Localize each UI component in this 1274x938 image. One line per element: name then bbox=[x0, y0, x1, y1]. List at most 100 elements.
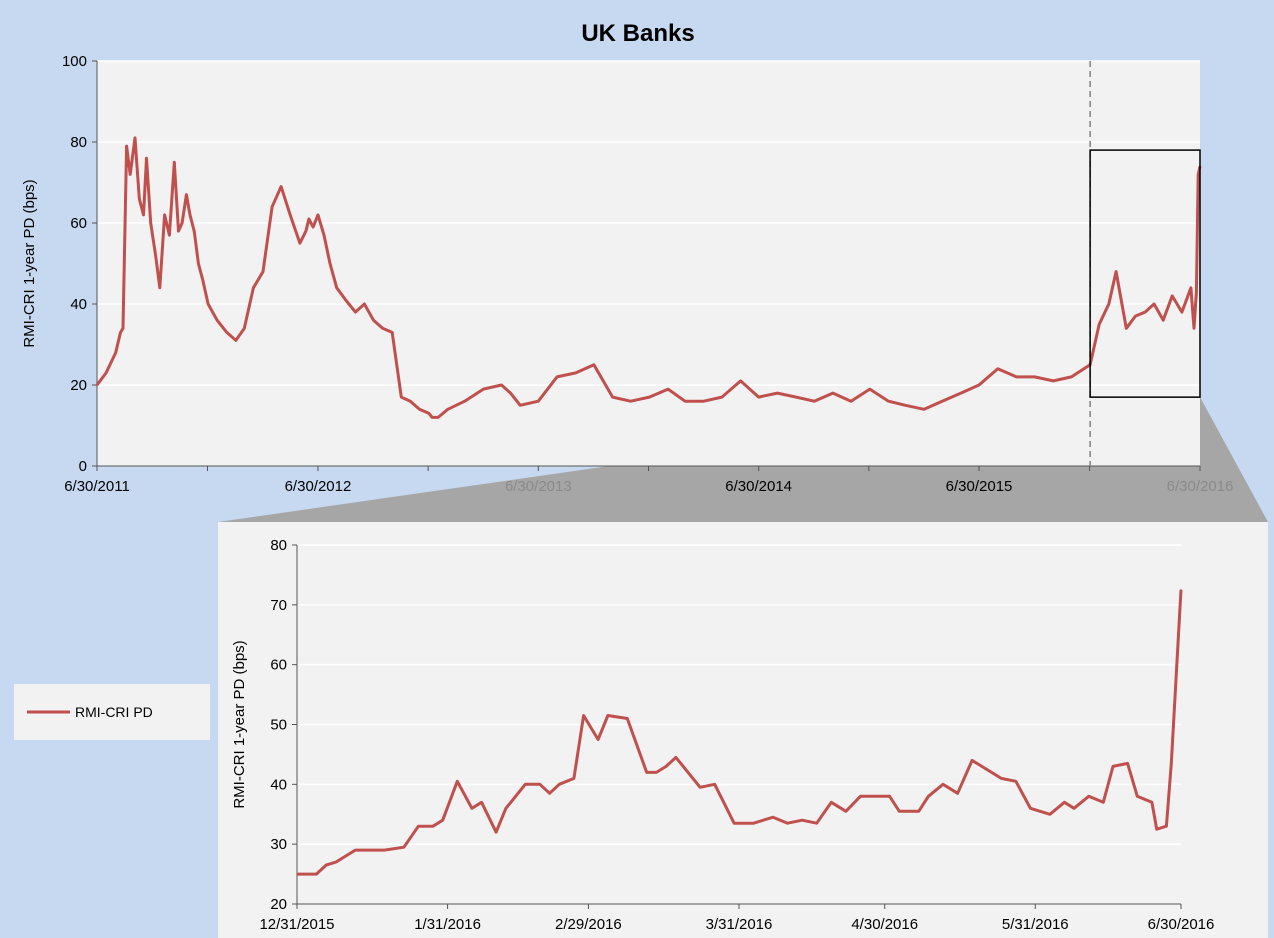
data-point bbox=[1125, 327, 1128, 330]
data-point bbox=[1165, 825, 1168, 827]
data-point bbox=[500, 384, 503, 386]
y-tick-label: 60 bbox=[70, 215, 87, 232]
data-point bbox=[537, 400, 540, 403]
x-tick-label: 6/30/2011 bbox=[64, 478, 130, 495]
data-point bbox=[168, 234, 171, 236]
data-point bbox=[431, 416, 433, 419]
data-point bbox=[1151, 801, 1153, 804]
data-point bbox=[317, 214, 319, 216]
x-tick-label: 2/29/2016 bbox=[555, 916, 622, 933]
data-point bbox=[733, 822, 735, 824]
data-point bbox=[96, 384, 98, 386]
data-point bbox=[1070, 376, 1073, 378]
data-point bbox=[305, 230, 307, 232]
data-point bbox=[403, 846, 405, 848]
data-point bbox=[1134, 315, 1137, 317]
data-point bbox=[713, 783, 716, 786]
series-line-rmi-cri-pd bbox=[297, 589, 1183, 876]
data-point bbox=[548, 792, 551, 795]
data-point bbox=[391, 331, 394, 334]
data-point bbox=[383, 849, 386, 851]
data-point bbox=[1171, 295, 1173, 297]
data-point bbox=[1181, 311, 1183, 313]
data-point bbox=[482, 388, 485, 390]
data-point bbox=[142, 214, 145, 216]
y-tick-label: 50 bbox=[270, 717, 287, 734]
data-point bbox=[699, 786, 701, 789]
legend: RMI-CRI PD bbox=[14, 684, 210, 740]
y-tick-label: 100 bbox=[62, 53, 87, 70]
data-point bbox=[315, 873, 318, 875]
data-point bbox=[114, 351, 117, 354]
data-point bbox=[400, 396, 403, 398]
data-point bbox=[575, 372, 577, 374]
data-point bbox=[422, 825, 425, 827]
data-point bbox=[296, 873, 298, 875]
x-tick-label: 1/31/2016 bbox=[414, 916, 481, 933]
data-point bbox=[262, 270, 264, 273]
data-point bbox=[418, 408, 421, 411]
data-point bbox=[159, 287, 161, 289]
y-tick-label: 70 bbox=[270, 597, 287, 614]
data-point bbox=[372, 319, 375, 322]
data-point bbox=[960, 392, 962, 394]
data-point bbox=[197, 262, 200, 265]
x-tick-label: 6/30/2016 bbox=[1167, 478, 1234, 495]
data-point bbox=[721, 396, 723, 398]
data-point bbox=[177, 230, 180, 232]
data-point bbox=[1102, 801, 1105, 804]
data-point bbox=[739, 380, 742, 382]
data-point bbox=[308, 218, 310, 220]
data-point bbox=[887, 400, 890, 403]
data-point bbox=[904, 404, 907, 407]
data-point bbox=[629, 400, 632, 403]
main-chart: UK Banks 0 20 40 60 80 100 6/30/2011 6/30/2012 6… bbox=[21, 20, 1233, 495]
data-point bbox=[1052, 380, 1055, 382]
data-point bbox=[1180, 589, 1182, 591]
data-point bbox=[597, 738, 599, 741]
data-point bbox=[684, 400, 686, 403]
series-line-rmi-cri-pd bbox=[95, 136, 1202, 419]
x-tick-label: 6/30/2013 bbox=[505, 478, 572, 495]
data-point bbox=[163, 214, 166, 216]
data-point bbox=[971, 759, 973, 762]
data-point bbox=[859, 795, 862, 798]
data-point bbox=[1033, 376, 1036, 378]
data-point bbox=[757, 396, 760, 398]
series-points bbox=[296, 589, 1182, 875]
data-point bbox=[226, 331, 228, 334]
data-point bbox=[1049, 813, 1051, 816]
data-point bbox=[417, 825, 420, 827]
zoom-highlight-box bbox=[1089, 149, 1201, 398]
y-tick-label: 20 bbox=[70, 377, 87, 394]
data-point bbox=[850, 400, 852, 403]
data-point bbox=[607, 714, 609, 717]
data-point bbox=[335, 287, 338, 289]
data-point bbox=[645, 771, 648, 774]
data-point bbox=[1195, 291, 1198, 293]
data-point bbox=[978, 384, 980, 386]
data-point bbox=[573, 777, 575, 780]
data-point bbox=[675, 756, 677, 759]
y-tick-label: 30 bbox=[270, 836, 287, 853]
data-point bbox=[299, 242, 301, 244]
data-point bbox=[611, 396, 614, 398]
data-point bbox=[845, 810, 847, 813]
data-point bbox=[428, 412, 430, 415]
data-point bbox=[1000, 777, 1003, 780]
data-point bbox=[582, 714, 585, 717]
data-point bbox=[207, 303, 209, 305]
x-tick-label: 6/30/2015 bbox=[946, 478, 1013, 495]
data-point bbox=[539, 783, 541, 786]
data-point bbox=[173, 161, 176, 164]
data-point bbox=[813, 400, 815, 403]
data-point bbox=[456, 780, 459, 783]
data-point bbox=[519, 404, 521, 407]
data-point bbox=[556, 376, 558, 378]
chart-title: UK Banks bbox=[581, 20, 694, 47]
data-point bbox=[667, 388, 669, 390]
x-tick-label: 5/31/2016 bbox=[1002, 916, 1069, 933]
data-point bbox=[312, 226, 314, 228]
data-point bbox=[138, 197, 141, 200]
